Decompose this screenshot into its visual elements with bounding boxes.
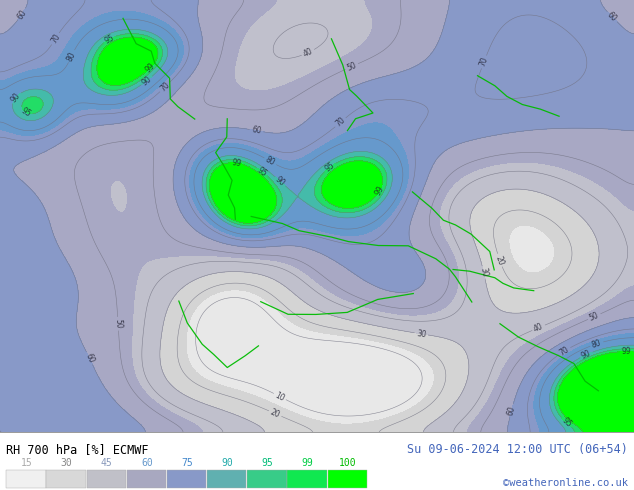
Text: 80: 80 [264, 155, 276, 168]
Text: 70: 70 [49, 32, 62, 45]
Text: 45: 45 [101, 458, 113, 468]
Text: 99: 99 [231, 158, 242, 168]
Text: 60: 60 [141, 458, 153, 468]
Text: 10: 10 [273, 391, 286, 403]
Text: 99: 99 [143, 62, 157, 75]
Text: 100: 100 [339, 458, 356, 468]
Bar [207, 470, 247, 488]
Text: 60: 60 [605, 10, 619, 24]
Text: 99: 99 [302, 458, 313, 468]
Bar [167, 470, 206, 488]
Text: 95: 95 [323, 161, 337, 174]
Text: 75: 75 [181, 458, 193, 468]
Text: 70: 70 [478, 56, 490, 68]
Text: 30: 30 [61, 458, 72, 468]
Text: 40: 40 [302, 47, 314, 59]
Bar [46, 470, 86, 488]
Text: 70: 70 [334, 116, 347, 129]
Text: 50: 50 [588, 311, 600, 323]
Text: 90: 90 [580, 349, 593, 361]
Bar [87, 470, 126, 488]
Text: 60: 60 [506, 405, 517, 416]
Text: 70: 70 [558, 344, 571, 357]
Text: 30: 30 [416, 329, 427, 339]
Text: 90: 90 [274, 175, 287, 188]
Text: 60: 60 [251, 125, 262, 136]
Bar [6, 470, 46, 488]
Text: ©weatheronline.co.uk: ©weatheronline.co.uk [503, 478, 628, 488]
Text: 40: 40 [533, 322, 545, 334]
Text: 60: 60 [83, 352, 96, 365]
Text: 15: 15 [20, 458, 32, 468]
Text: Su 09-06-2024 12:00 UTC (06+54): Su 09-06-2024 12:00 UTC (06+54) [407, 442, 628, 456]
Text: 95: 95 [261, 458, 273, 468]
Text: 30: 30 [478, 267, 489, 278]
Text: 50: 50 [113, 318, 123, 329]
Text: 90: 90 [10, 91, 23, 104]
Text: 95: 95 [103, 33, 116, 46]
Bar [328, 470, 367, 488]
Text: 95: 95 [19, 106, 32, 119]
Bar [247, 470, 287, 488]
Text: 99: 99 [373, 184, 386, 197]
Text: 80: 80 [65, 50, 78, 62]
Text: 20: 20 [269, 408, 281, 419]
Text: 95: 95 [256, 165, 269, 178]
Text: 20: 20 [494, 254, 505, 266]
Text: 50: 50 [346, 60, 358, 73]
Text: 60: 60 [15, 8, 29, 21]
Text: 70: 70 [158, 80, 172, 94]
Text: 99: 99 [621, 346, 631, 356]
Text: RH 700 hPa [%] ECMWF: RH 700 hPa [%] ECMWF [6, 442, 149, 456]
Text: 90: 90 [221, 458, 233, 468]
Bar [127, 470, 166, 488]
Text: 95: 95 [560, 416, 573, 429]
Text: 80: 80 [591, 338, 603, 350]
Bar [287, 470, 327, 488]
Text: 90: 90 [140, 74, 153, 87]
